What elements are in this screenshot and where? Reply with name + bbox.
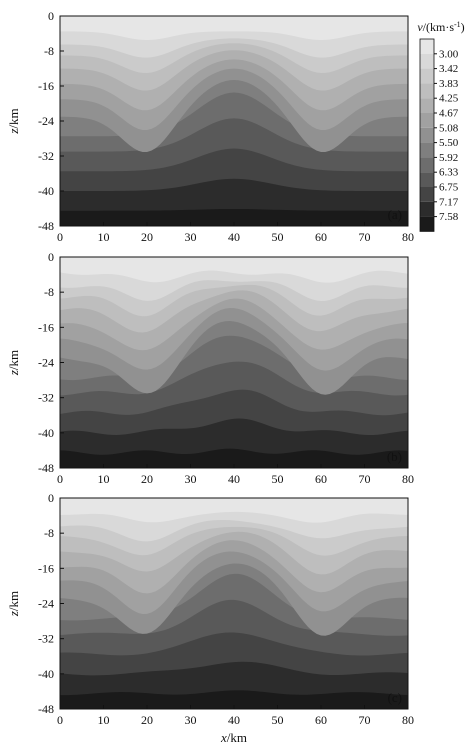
velocity-layer-1 — [60, 16, 408, 41]
x-tick-label: 20 — [141, 713, 153, 727]
x-tick-label: 50 — [272, 230, 284, 244]
colorbar-swatch — [420, 98, 434, 113]
colorbar-level-label: 4.67 — [439, 108, 459, 120]
panel-label: (c) — [388, 690, 402, 705]
y-axis-label: z/km — [6, 350, 21, 376]
colorbar-level-label: 3.42 — [439, 63, 458, 75]
x-tick-label: 70 — [359, 713, 371, 727]
y-tick-label: -48 — [38, 702, 54, 716]
colorbar-swatch — [420, 142, 434, 158]
y-tick-label: -40 — [38, 184, 54, 198]
y-tick-label: 0 — [48, 250, 54, 264]
colorbar-swatch — [420, 127, 434, 143]
colorbar-level-label: 5.08 — [439, 122, 459, 134]
y-tick-label: -16 — [38, 320, 54, 334]
colorbar-swatch — [420, 187, 434, 202]
colorbar-level-label: 5.50 — [439, 137, 459, 149]
colorbar-title: v/(km·s-1) — [417, 20, 464, 34]
x-tick-label: 0 — [57, 230, 63, 244]
velocity-field — [60, 16, 408, 226]
y-tick-label: -40 — [38, 426, 54, 440]
x-tick-label: 30 — [185, 713, 197, 727]
colorbar-frame — [419, 38, 435, 232]
x-tick-label: 70 — [359, 230, 371, 244]
colorbar-level-label: 3.83 — [439, 78, 459, 90]
colorbar-level-label: 6.75 — [439, 182, 459, 194]
y-tick-label: -48 — [38, 219, 54, 233]
colorbar-level-label: 6.33 — [439, 167, 459, 179]
x-tick-label: 30 — [185, 472, 197, 486]
x-tick-label: 60 — [315, 472, 327, 486]
y-tick-label: -32 — [38, 632, 54, 646]
colorbar-swatch — [420, 172, 434, 187]
panel-3: 0 10 20 30 40 50 60 70 80 0 -8 -16 -24 -32 -40 -48 z/km x… — [6, 491, 414, 745]
y-tick-label: 0 — [48, 491, 54, 505]
x-tick-label: 80 — [402, 713, 414, 727]
y-tick-label: -32 — [38, 149, 54, 163]
velocity-field — [60, 257, 408, 468]
x-tick-label: 40 — [228, 713, 240, 727]
y-tick-label: -24 — [38, 597, 54, 611]
colorbar-swatch — [420, 39, 434, 54]
x-tick-label: 70 — [359, 472, 371, 486]
x-tick-label: 20 — [141, 472, 153, 486]
colorbar-level-label: 4.25 — [439, 93, 459, 105]
colorbar-swatch — [420, 113, 434, 128]
x-tick-label: 50 — [272, 713, 284, 727]
colorbar-swatch — [420, 53, 434, 69]
x-tick-label: 20 — [141, 230, 153, 244]
velocity-layer-1 — [60, 498, 408, 523]
y-tick-label: -16 — [38, 561, 54, 575]
x-tick-label: 40 — [228, 472, 240, 486]
y-tick-label: -40 — [38, 667, 54, 681]
colorbar-swatch — [420, 83, 434, 99]
colorbar: v/(km·s-1) 3.00 3.42 3.83 4.25 4.67 5.08 5.50 5.… — [417, 20, 465, 232]
y-tick-label: -16 — [38, 79, 54, 93]
x-tick-label: 40 — [228, 230, 240, 244]
x-tick-label: 10 — [98, 230, 110, 244]
colorbar-level-label: 5.92 — [439, 152, 458, 164]
x-tick-label: 50 — [272, 472, 284, 486]
y-tick-label: -48 — [38, 461, 54, 475]
colorbar-level-label: 7.58 — [439, 211, 459, 223]
y-axis-label: z/km — [6, 108, 21, 134]
x-axis-label: x/km — [220, 730, 247, 745]
x-tick-label: 0 — [57, 713, 63, 727]
colorbar-level-label: 3.00 — [439, 48, 459, 60]
velocity-field — [60, 498, 408, 709]
y-tick-label: -24 — [38, 356, 54, 370]
y-axis-label: z/km — [6, 591, 21, 617]
x-tick-label: 0 — [57, 472, 63, 486]
y-tick-label: -8 — [44, 44, 54, 58]
panel-label: (b) — [387, 449, 402, 464]
x-tick-label: 30 — [185, 230, 197, 244]
y-tick-label: 0 — [48, 9, 54, 23]
y-tick-label: -32 — [38, 391, 54, 405]
panel-2: 0 10 20 30 40 50 60 70 80 0 -8 -16 -24 -32 -40 -48 z/km (… — [6, 250, 414, 486]
x-tick-label: 10 — [98, 713, 110, 727]
colorbar-swatch — [420, 157, 434, 173]
x-tick-label: 80 — [402, 472, 414, 486]
y-tick-label: -8 — [44, 526, 54, 540]
x-tick-label: 60 — [315, 713, 327, 727]
colorbar-swatch — [420, 68, 434, 84]
colorbar-swatch — [420, 216, 434, 232]
x-tick-label: 80 — [402, 230, 414, 244]
y-tick-label: -24 — [38, 114, 54, 128]
colorbar-level-label: 7.17 — [439, 196, 459, 208]
panel-1: 0 10 20 30 40 50 60 70 80 0 -8 -16 -24 -32 -40 -48 z/km (… — [6, 9, 414, 244]
colorbar-swatch — [420, 201, 434, 217]
x-tick-label: 60 — [315, 230, 327, 244]
velocity-layer-1 — [60, 257, 408, 283]
x-tick-label: 10 — [98, 472, 110, 486]
y-tick-label: -8 — [44, 285, 54, 299]
panel-label: (a) — [388, 207, 402, 222]
